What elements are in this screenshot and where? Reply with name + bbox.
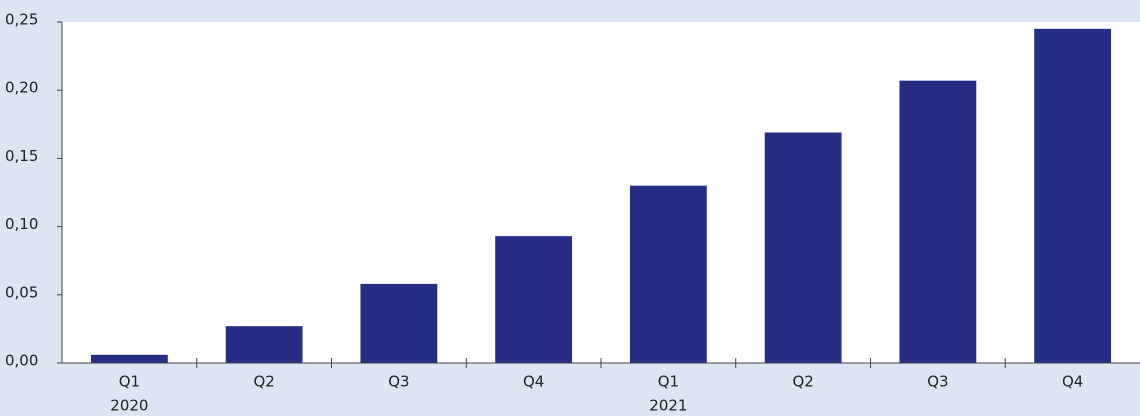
y-tick-label: 0,25 [5, 11, 38, 29]
y-tick-label: 0,20 [5, 79, 38, 97]
plot-area [62, 22, 1140, 363]
bar [90, 354, 168, 363]
y-tick-label: 0,05 [5, 283, 38, 301]
x-tick-label: Q1 [119, 373, 140, 391]
x-tick-label: Q3 [388, 373, 409, 391]
bar [629, 185, 707, 363]
x-tick-label: Q3 [927, 373, 948, 391]
bar [1034, 28, 1112, 363]
x-tick-label: Q2 [792, 373, 813, 391]
x-tick-label: Q1 [658, 373, 679, 391]
bar [360, 283, 438, 363]
y-tick-label: 0,15 [5, 147, 38, 165]
y-tick-label: 0,10 [5, 215, 38, 233]
x-tick-label: Q4 [523, 373, 544, 391]
bar [764, 132, 842, 363]
x-group-label: 2020 [110, 397, 148, 415]
bar [495, 236, 573, 363]
bar [225, 326, 303, 363]
y-tick-label: 0,00 [5, 352, 38, 370]
x-group-label: 2021 [649, 397, 687, 415]
bar [899, 80, 977, 363]
x-tick-label: Q4 [1062, 373, 1083, 391]
x-tick-label: Q2 [253, 373, 274, 391]
